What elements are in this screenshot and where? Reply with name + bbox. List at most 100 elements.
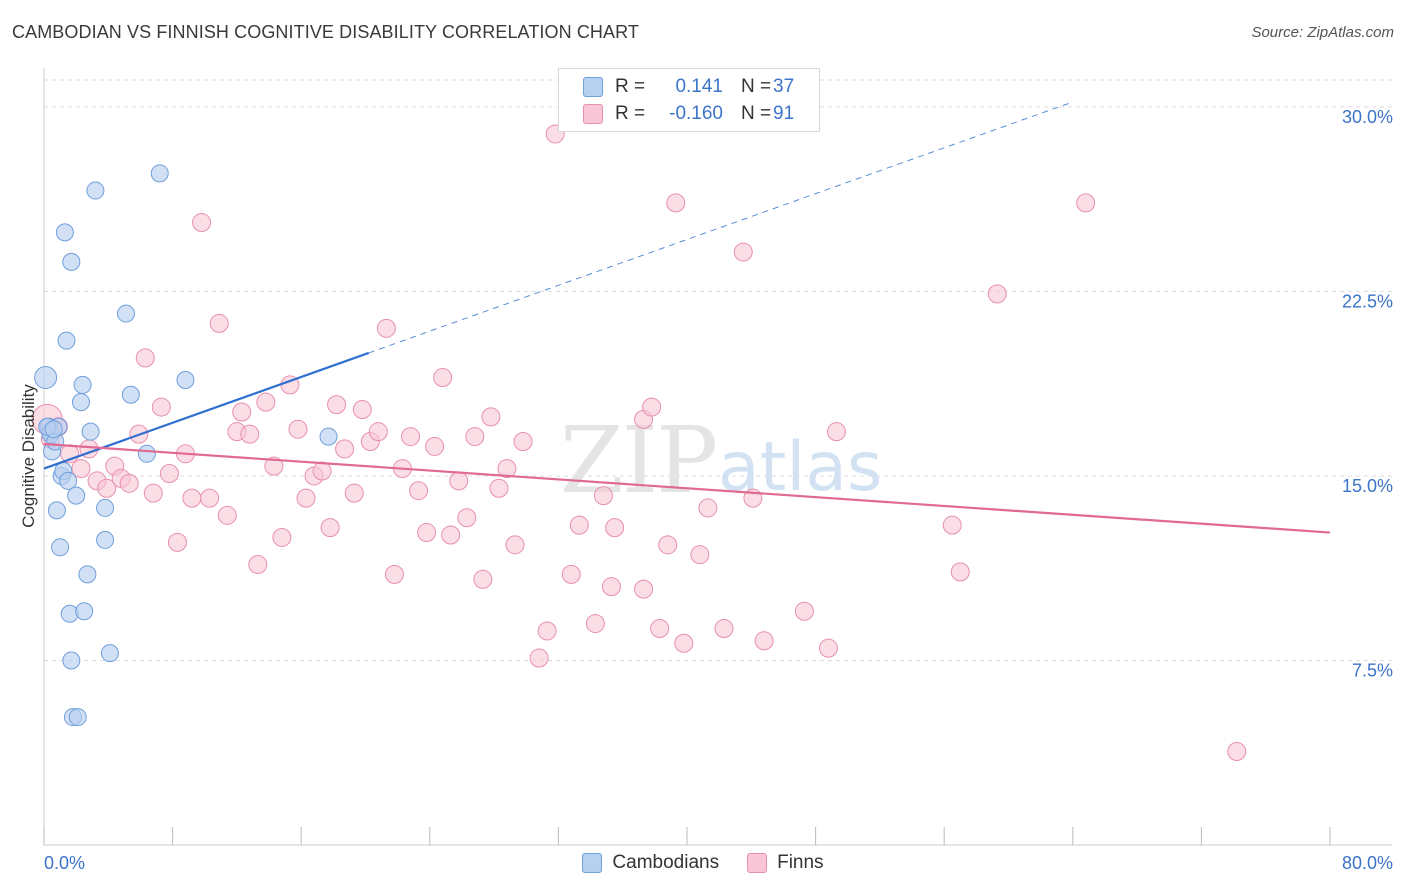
finns-point xyxy=(368,422,388,442)
cambodians-trend-extension xyxy=(368,101,1073,354)
finns-point xyxy=(529,648,549,668)
series-legend: Cambodians Finns xyxy=(0,852,1406,874)
cambodians-point xyxy=(150,164,169,183)
finns-point xyxy=(167,532,187,552)
finns-point xyxy=(119,473,139,493)
finns-point xyxy=(642,397,662,417)
finns-point xyxy=(1227,742,1247,762)
cambodians-point xyxy=(73,375,92,394)
cambodians-point xyxy=(319,427,338,446)
finns-point xyxy=(497,459,517,479)
cambodians-point xyxy=(67,486,86,505)
finns-point xyxy=(320,518,340,538)
finns-point xyxy=(327,395,347,415)
legend-r-value: -0.160 xyxy=(669,103,723,124)
cambodians-points xyxy=(34,164,338,727)
series-swatch-blue xyxy=(582,853,603,873)
correlation-legend: R = 0.141 N = 37 R = -0.160 N = 91 xyxy=(558,68,820,132)
finns-point xyxy=(217,505,237,525)
finns-point xyxy=(335,439,355,459)
finns-point xyxy=(481,407,501,427)
cambodians-point xyxy=(96,498,115,517)
tick-labels: 7.5% 15.0% 22.5% 30.0% 0.0% 80.0% xyxy=(44,107,1393,873)
finns-point xyxy=(987,284,1007,304)
cambodians-point xyxy=(116,304,135,323)
finns-point xyxy=(818,638,838,658)
finns-point xyxy=(733,242,753,262)
finns-point xyxy=(248,555,268,575)
legend-row-finns: R = -0.160 N = 91 xyxy=(583,101,794,127)
y-tick-label: 22.5% xyxy=(1342,291,1393,311)
finns-point xyxy=(537,621,557,641)
legend-r-value: 0.141 xyxy=(675,76,723,97)
finns-point xyxy=(296,488,316,508)
axes xyxy=(43,68,1392,846)
series-legend-cambodians[interactable]: Cambodians xyxy=(582,852,719,874)
finns-point xyxy=(97,478,117,498)
finns-point xyxy=(457,508,477,528)
finns-point xyxy=(312,461,332,481)
finns-point xyxy=(489,478,509,498)
cambodians-point xyxy=(34,366,58,390)
cambodians-point xyxy=(137,444,156,463)
y-tick-label: 7.5% xyxy=(1352,660,1393,680)
cambodians-point xyxy=(57,331,76,350)
finns-point xyxy=(409,481,429,501)
finns-point xyxy=(650,618,670,638)
finns-point xyxy=(209,313,229,333)
finns-point xyxy=(159,463,179,483)
finns-point xyxy=(593,486,613,506)
finns-point xyxy=(950,562,970,582)
finns-point xyxy=(425,436,445,456)
finns-point xyxy=(71,459,91,479)
finns-point xyxy=(143,483,163,503)
finns-point xyxy=(344,483,364,503)
finns-point xyxy=(264,456,284,476)
finns-point xyxy=(384,564,404,584)
finns-point xyxy=(794,601,814,621)
legend-n-value: 37 xyxy=(773,76,795,97)
finns-point xyxy=(200,488,220,508)
finns-point xyxy=(585,614,605,634)
legend-swatch-blue xyxy=(583,77,603,97)
cambodians-point xyxy=(121,385,140,404)
finns-points xyxy=(31,112,1247,762)
finns-point xyxy=(690,545,710,565)
legend-row-cambodians: R = 0.141 N = 37 xyxy=(583,74,794,100)
finns-point xyxy=(634,579,654,599)
x-tick-label: 0.0% xyxy=(44,853,85,873)
finns-point xyxy=(1076,193,1096,213)
finns-point xyxy=(135,348,155,368)
cambodians-point xyxy=(96,530,115,549)
cambodians-point xyxy=(44,420,63,439)
legend-n-value: 91 xyxy=(773,103,795,124)
cambodians-point xyxy=(68,708,87,727)
cambodians-point xyxy=(78,565,97,584)
cambodians-point xyxy=(62,651,81,670)
cambodians-point xyxy=(59,471,78,490)
finns-point xyxy=(352,400,372,420)
grid-lines xyxy=(44,79,1392,661)
finns-point xyxy=(192,213,212,233)
legend-r-label: R = xyxy=(615,76,646,97)
finns-point xyxy=(666,193,686,213)
finns-point xyxy=(465,427,485,447)
y-tick-label: 15.0% xyxy=(1342,476,1393,496)
finns-point xyxy=(714,618,734,638)
finns-point xyxy=(754,631,774,651)
cambodians-point xyxy=(51,538,70,557)
series-legend-finns[interactable]: Finns xyxy=(747,852,824,874)
chart-title: CAMBODIAN VS FINNISH COGNITIVE DISABILIT… xyxy=(12,22,639,42)
finns-point xyxy=(449,471,469,491)
finns-point xyxy=(401,427,421,447)
legend-swatch-pink xyxy=(583,104,603,124)
finns-point xyxy=(505,535,525,555)
finns-point xyxy=(561,564,581,584)
finns-point xyxy=(698,498,718,518)
cambodians-point xyxy=(86,181,105,200)
finns-point xyxy=(288,419,308,439)
series-swatch-pink xyxy=(747,853,768,873)
finns-point xyxy=(942,515,962,535)
series-label-cambodians: Cambodians xyxy=(612,852,720,873)
